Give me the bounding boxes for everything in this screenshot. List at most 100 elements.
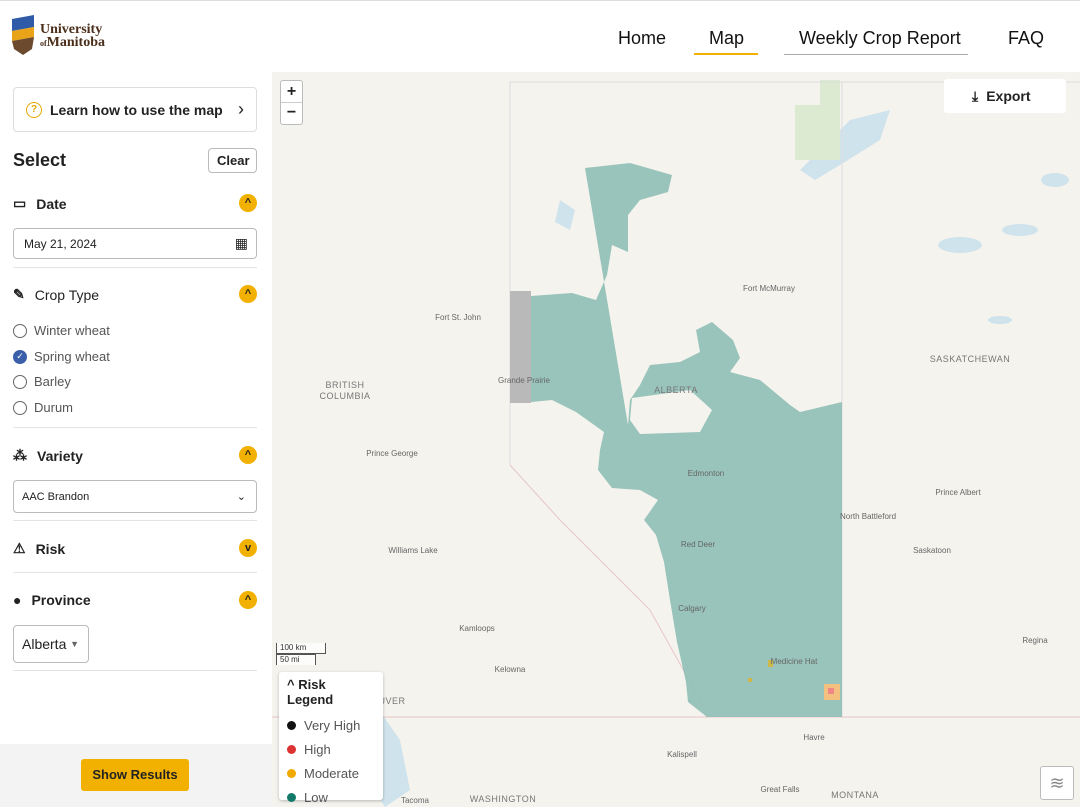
legend-dot [287, 792, 296, 802]
place-label: North Battleford [840, 512, 896, 521]
crop-header[interactable]: ✎ Crop Type [13, 286, 99, 303]
place-label: Tacoma [401, 796, 430, 805]
logo-line: University [40, 22, 103, 37]
province-select[interactable]: Alberta ▼ [13, 625, 89, 663]
variety-value: AAC Brandon [22, 490, 90, 503]
scale-mi: 50 mi [276, 654, 316, 665]
place-label: Medicine Hat [771, 657, 818, 666]
risk-icon: ⚠ [13, 540, 26, 556]
legend-dot [287, 768, 296, 778]
place-label: Saskatoon [913, 546, 951, 555]
place-label: SASKATCHEWAN [930, 354, 1011, 364]
legend-item: Low [287, 785, 375, 807]
header: University ofManitoba Home Map Weekly Cr… [0, 0, 1080, 72]
section-label: Risk [35, 540, 66, 557]
export-button[interactable]: ⤓ Export [944, 79, 1066, 113]
divider [13, 427, 257, 428]
nav-link[interactable]: Weekly Crop Report [799, 28, 961, 48]
place-label: Calgary [678, 604, 706, 613]
date-header[interactable]: ▭ Date [13, 195, 67, 212]
zoom-in[interactable]: + [281, 81, 302, 103]
place-label: Kamloops [459, 624, 495, 633]
toggle[interactable]: ^ [239, 194, 257, 212]
date-value: May 21, 2024 [24, 236, 97, 251]
parks [795, 80, 840, 160]
toggle[interactable]: ^ [239, 285, 257, 303]
province-value: Alberta [22, 636, 67, 652]
section-label: Crop Type [34, 286, 100, 303]
legend-label: High [304, 741, 331, 757]
section-label: Date [36, 195, 67, 212]
province-header[interactable]: ● Province [13, 592, 91, 608]
place-label: UVER [378, 696, 405, 706]
variety-icon: ⁂ [13, 447, 27, 463]
toggle[interactable]: ^ [239, 446, 257, 464]
radio[interactable]: ✓ Spring wheat [13, 349, 110, 364]
place-label: COLUMBIA [319, 391, 370, 401]
variety-header[interactable]: ⁂ Variety [13, 447, 83, 464]
place-label: Havre [803, 733, 825, 742]
logo-small: of [40, 39, 47, 48]
place-label: WASHINGTON [470, 794, 537, 804]
logo-line: ofManitoba [40, 36, 105, 50]
place-label: Fort St. John [435, 313, 481, 322]
logo-text: University ofManitoba [40, 23, 105, 50]
select-title: Select [13, 150, 67, 170]
zoom-out[interactable]: − [286, 104, 297, 121]
clear-button[interactable]: Clear [208, 148, 257, 173]
help-link[interactable]: ? Learn how to use the map › [13, 87, 257, 132]
radio[interactable]: Winter wheat [13, 323, 110, 338]
nav-link[interactable]: Home [618, 28, 667, 48]
crop-icon: ✎ [13, 286, 25, 302]
show-results-button[interactable]: Show Results [81, 759, 189, 791]
nav-underline [694, 53, 758, 55]
place-label: Red Deer [681, 540, 716, 549]
no-data-region [510, 291, 531, 403]
toggle[interactable]: v [239, 539, 257, 557]
calendar-icon: ▭ [13, 195, 27, 211]
radio-label: Barley [34, 374, 71, 389]
date-input[interactable]: May 21, 2024 ▦ [13, 228, 257, 259]
radio[interactable]: Durum [13, 400, 73, 415]
nav-link[interactable]: FAQ [1008, 28, 1045, 48]
risk-legend: ^ Risk Legend Very High High Moderate Low [279, 672, 383, 805]
place-label: ALBERTA [654, 385, 698, 395]
layers-button[interactable]: ≋ [1040, 766, 1074, 800]
legend-item: Very High [287, 713, 375, 737]
radio-label: Winter wheat [34, 323, 110, 338]
legend-items: Very High High Moderate Low [287, 713, 375, 807]
divider [13, 572, 257, 573]
scale-bar: 100 km 50 mi [276, 643, 326, 665]
nav-underline [784, 54, 968, 55]
place-labels: Fort St. John Grande Prairie BRITISHCOLUMB… [319, 284, 1048, 805]
divider [13, 520, 257, 521]
legend-header[interactable]: ^ Risk Legend [287, 677, 334, 707]
region-hole [630, 390, 712, 434]
place-label: Williams Lake [388, 546, 438, 555]
divider [13, 267, 257, 268]
low-risk-region [531, 163, 842, 717]
toggle[interactable]: ^ [239, 591, 257, 609]
radio-checked: ✓ [13, 349, 27, 364]
legend-item: Moderate [287, 761, 375, 785]
legend-title: Risk Legend [287, 677, 334, 707]
place-label: Fort McMurray [743, 284, 795, 293]
place-label: Grande Prairie [498, 376, 551, 385]
sidebar: ? Learn how to use the map › Select Clea… [0, 72, 272, 807]
legend-label: Very High [304, 717, 361, 733]
chevron: ⌄ [236, 491, 246, 503]
radio-label: Spring wheat [34, 349, 110, 364]
nav-link[interactable]: Map [709, 28, 745, 48]
variety-select[interactable]: AAC Brandon ⌄ [13, 480, 257, 513]
place-label: Prince George [366, 449, 418, 458]
risk-header[interactable]: ⚠ Risk [13, 540, 65, 557]
map-canvas: Fort St. John Grande Prairie BRITISHCOLUMB… [272, 80, 1080, 807]
chevron: › [238, 99, 244, 119]
radio[interactable]: Barley [13, 374, 71, 389]
radio-circle [13, 400, 27, 415]
legend-dot [287, 744, 296, 754]
high-cell [828, 688, 834, 694]
pin-icon: ● [13, 592, 22, 608]
